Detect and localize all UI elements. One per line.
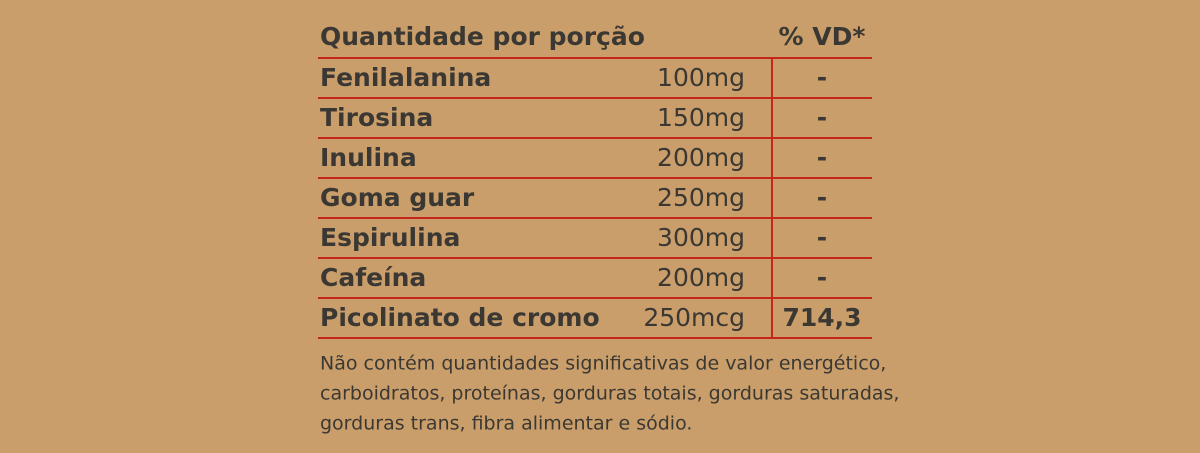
nutrient-amount: 250mcg [643, 303, 745, 332]
nutrient-amount: 250mg [657, 183, 745, 212]
nutrient-name: Cafeína [320, 263, 426, 292]
nutrient-amount: 200mg [657, 143, 745, 172]
nutrient-amount: 300mg [657, 223, 745, 252]
nutrient-vd: - [817, 223, 827, 252]
footnote-line: gorduras trans, fibra alimentar e sódio. [320, 413, 692, 435]
nutrient-amount: 150mg [657, 103, 745, 132]
footnote-line: carboidratos, proteínas, gorduras totais… [320, 383, 899, 405]
nutrient-vd: - [817, 183, 827, 212]
nutrient-amount: 100mg [657, 63, 745, 92]
nutrient-name: Inulina [320, 143, 417, 172]
footnote-line: Não contém quantidades significativas de… [320, 353, 886, 375]
nutrient-vd: - [817, 103, 827, 132]
header-vd: % VD* [779, 22, 866, 51]
nutrient-name: Picolinato de cromo [320, 303, 600, 332]
nutrient-vd: - [817, 63, 827, 92]
nutrient-vd: 714,3 [782, 303, 861, 332]
nutrient-amount: 200mg [657, 263, 745, 292]
header-title: Quantidade por porção [320, 22, 645, 51]
nutrient-name: Tirosina [320, 103, 433, 132]
nutrient-name: Espirulina [320, 223, 460, 252]
nutrient-vd: - [817, 263, 827, 292]
nutrient-vd: - [817, 143, 827, 172]
nutrient-name: Goma guar [320, 183, 475, 212]
nutrient-name: Fenilalanina [320, 63, 491, 92]
